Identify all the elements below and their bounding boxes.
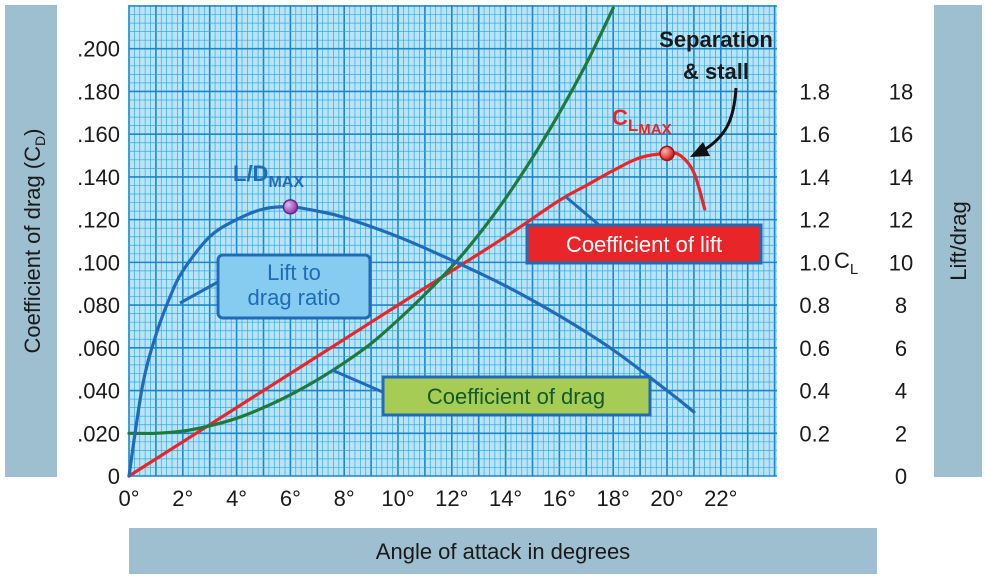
ld-tick-label: 2 xyxy=(895,421,907,446)
series xyxy=(127,6,707,478)
ld-tick-label: 14 xyxy=(889,165,913,190)
ld-tick-label: 10 xyxy=(889,250,913,275)
ld-max-label: L/DMAX xyxy=(233,161,304,191)
ld-tick-label: 16 xyxy=(889,122,913,147)
ld-pointer xyxy=(179,280,219,305)
ld-max-marker xyxy=(282,199,299,215)
cd-tick-label: .200 xyxy=(77,37,120,62)
ld-box xyxy=(216,253,372,320)
ld-curve xyxy=(127,205,696,478)
cd-annotation: Coefficient of drag xyxy=(331,368,652,417)
x-tick-label: 8° xyxy=(334,486,355,511)
cl-max-marker xyxy=(659,145,675,162)
right-axis-title: Lift/drag xyxy=(946,201,971,281)
cl-box xyxy=(525,223,763,265)
right-axis-panel xyxy=(934,5,982,477)
cd-box xyxy=(381,375,652,417)
cd-tick-label: .120 xyxy=(77,208,120,233)
cl-tick-label: 1.4 xyxy=(799,165,830,190)
tick-labels: 0° 2° 4° 6° 8° 10° 12° 14° 16° 18° 20° 22° 0 .020 .040… xyxy=(77,37,913,511)
cl-tick-label: 0.4 xyxy=(799,379,830,404)
cl-tick-label: 1.8 xyxy=(799,79,830,104)
x-axis-panel xyxy=(129,528,877,574)
cd-tick-label: .140 xyxy=(77,165,120,190)
cl-box-label: Coefficient of lift xyxy=(566,232,722,257)
x-tick-label: 16° xyxy=(543,486,576,511)
x-tick-label: 12° xyxy=(435,486,468,511)
cd-tick-label: .060 xyxy=(77,336,120,361)
cd-curve xyxy=(127,6,615,436)
cl-axis-label: CL xyxy=(834,248,858,278)
x-tick-label: 6° xyxy=(280,486,301,511)
cd-tick-label: 0 xyxy=(108,464,120,489)
cl-tick-label: 0.8 xyxy=(799,293,830,318)
separation-label-line1: Separation xyxy=(659,27,773,52)
cd-pointer xyxy=(331,368,386,395)
x-tick-label: 22° xyxy=(704,486,737,511)
cd-box-label: Coefficient of drag xyxy=(427,384,605,409)
x-tick-label: 14° xyxy=(489,486,522,511)
plot-area xyxy=(128,5,871,477)
ld-tick-label: 8 xyxy=(895,293,907,318)
cl-tick-label: 0.6 xyxy=(799,336,830,361)
x-tick-label: 18° xyxy=(597,486,630,511)
x-tick-label: 2° xyxy=(172,486,193,511)
separation-arrow xyxy=(703,87,738,152)
cl-tick-label: 1.2 xyxy=(799,208,830,233)
cl-annotation: Coefficient of lift xyxy=(525,195,763,265)
cl-tick-label: 1.0 xyxy=(799,250,830,275)
separation-label-line2: & stall xyxy=(683,59,749,84)
x-tick-label: 0° xyxy=(118,486,139,511)
cl-max-label: CLMAX xyxy=(612,105,672,138)
x-tick-label: 20° xyxy=(650,486,683,511)
cd-tick-label: .160 xyxy=(77,122,120,147)
cd-tick-label: .020 xyxy=(77,421,120,446)
x-axis-title: Angle of attack in degrees xyxy=(376,539,630,564)
ld-tick-label: 0 xyxy=(895,464,907,489)
x-tick-label: 4° xyxy=(226,486,247,511)
cl-tick-label: 1.6 xyxy=(799,122,830,147)
left-axis-panel xyxy=(5,5,57,477)
ld-tick-label: 18 xyxy=(889,79,913,104)
ld-box-line1: Lift to xyxy=(267,260,321,285)
cd-tick-label: .040 xyxy=(77,379,120,404)
cd-tick-label: .100 xyxy=(77,250,120,275)
ld-tick-label: 4 xyxy=(895,379,907,404)
cl-label-panel xyxy=(777,5,871,476)
ld-annotation: Lift to drag ratio xyxy=(179,253,372,320)
ld-tick-label: 12 xyxy=(889,208,913,233)
ld-box-line2: drag ratio xyxy=(248,285,341,310)
x-tick-label: 10° xyxy=(381,486,414,511)
cd-tick-label: .080 xyxy=(77,293,120,318)
separation-arrowhead xyxy=(690,142,710,157)
ld-tick-label: 6 xyxy=(895,336,907,361)
left-axis-title: Coefficient of drag (CD) xyxy=(20,129,48,354)
cl-tick-label: 0.2 xyxy=(799,421,830,446)
cd-tick-label: .180 xyxy=(77,79,120,104)
